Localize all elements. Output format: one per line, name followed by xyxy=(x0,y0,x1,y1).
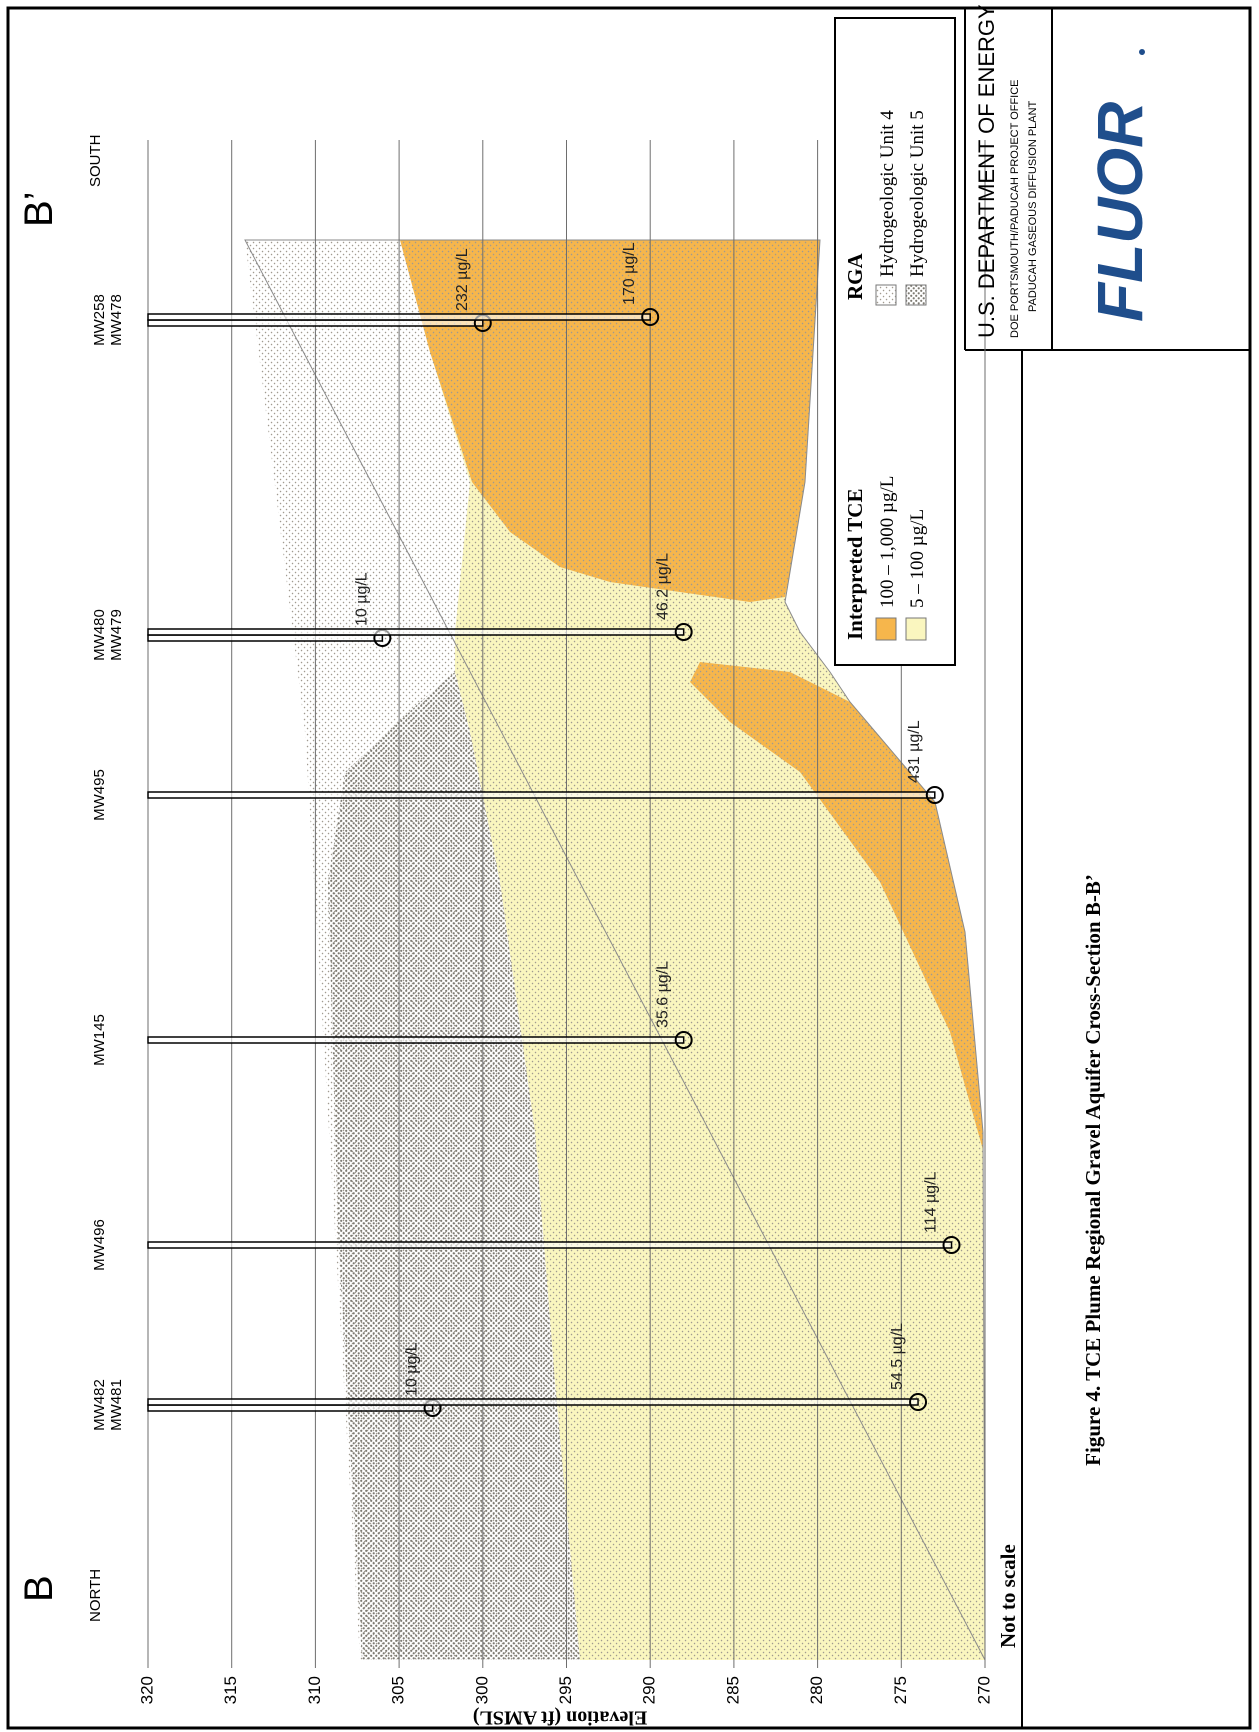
concentration-label: 114 µg/L xyxy=(923,1171,940,1233)
concentration-label: 232 µg/L xyxy=(454,248,471,311)
logo-mark xyxy=(1139,49,1145,55)
well-name: MW258 xyxy=(91,294,108,346)
section-direction: SOUTH xyxy=(87,135,104,188)
well-casing xyxy=(147,313,651,321)
concentration-label: 10 µg/L xyxy=(353,572,370,626)
frame xyxy=(6,6,1252,1730)
legend-title: RGA xyxy=(843,253,867,301)
concentration-label: 46.2 µg/L xyxy=(655,553,672,620)
plant: PADUCAH GASEOUS DIFFUSION PLANT xyxy=(1027,100,1039,312)
axis-title: Elevation (ft AMSL) xyxy=(473,1706,647,1728)
scale-note: Not to scale xyxy=(996,1544,1020,1648)
section-direction: NORTH xyxy=(87,1569,104,1622)
well-casing xyxy=(147,1398,919,1406)
figure-title: Figure 4. TCE Plume Regional Gravel Aqui… xyxy=(1081,874,1105,1466)
legend-item: Hydrogeologic Unit 4 xyxy=(877,110,898,277)
sample-point xyxy=(925,786,944,804)
sample-point xyxy=(674,1031,693,1049)
legend-swatch xyxy=(875,284,897,306)
cross-section xyxy=(244,239,986,1661)
section-label: B’ xyxy=(17,191,61,227)
y-tick-label: 305 xyxy=(389,1676,408,1704)
section-label: B xyxy=(17,1575,61,1602)
y-tick-label: 285 xyxy=(723,1676,742,1704)
rga-outline xyxy=(244,239,986,1661)
well-name: MW495 xyxy=(91,769,108,821)
agency: U.S. DEPARTMENT OF ENERGY xyxy=(974,4,999,338)
well-name: MW145 xyxy=(91,1014,108,1066)
sample-point xyxy=(942,1236,961,1254)
legend-item: 100 – 1,000 µg/L xyxy=(877,476,898,608)
logo: FLUOR xyxy=(1084,102,1156,322)
well-casing xyxy=(147,1036,685,1044)
concentration-label: 10 µg/L xyxy=(404,1342,421,1396)
grid: 320 315 310 305 300 295 290 285 280 275 270 xyxy=(137,140,993,1704)
y-tick-label: 300 xyxy=(472,1676,491,1704)
well-name: MW479 xyxy=(108,609,125,661)
legend-title: Interpreted TCE xyxy=(843,489,867,640)
concentration-label: 35.6 µg/L xyxy=(655,961,672,1028)
y-tick-label: 270 xyxy=(974,1676,993,1704)
legend-swatch xyxy=(905,284,927,306)
sample-point xyxy=(641,308,660,326)
sample-point xyxy=(674,623,693,641)
well-casing xyxy=(147,634,384,642)
office: DOE PORTSMOUTH/PADUCAH PROJECT OFFICE xyxy=(1009,79,1021,338)
well-casing xyxy=(147,791,936,799)
concentration-label: 54.5 µg/L xyxy=(889,1323,906,1390)
legend-swatch xyxy=(905,617,927,641)
legend-item: 5 – 100 µg/L xyxy=(907,509,928,608)
well-casing xyxy=(147,1404,434,1412)
y-tick-label: 275 xyxy=(891,1676,910,1704)
y-tick-label: 280 xyxy=(807,1676,826,1704)
legend-item: Hydrogeologic Unit 5 xyxy=(907,110,928,277)
well-casing xyxy=(147,628,685,636)
well-name: MW482 xyxy=(91,1379,108,1431)
y-tick-label: 310 xyxy=(305,1676,324,1704)
well-name: MW480 xyxy=(91,609,108,661)
well-name: MW478 xyxy=(108,294,125,346)
well-casing xyxy=(147,1241,953,1249)
landscape-page: 320 315 310 305 300 295 290 285 280 275 270 MW482 M… xyxy=(6,4,1252,1730)
well-name: MW481 xyxy=(108,1379,125,1431)
well-name: MW496 xyxy=(91,1219,108,1271)
y-tick-label: 320 xyxy=(137,1676,156,1704)
y-tick-label: 295 xyxy=(556,1676,575,1704)
legend-swatch xyxy=(875,617,897,641)
sample-point xyxy=(909,1393,928,1411)
concentration-label: 431 µg/L xyxy=(906,720,923,783)
y-tick-label: 315 xyxy=(221,1676,240,1704)
concentration-label: 170 µg/L xyxy=(621,242,638,305)
well-casing xyxy=(147,319,484,327)
wells: MW482 MW481 10 µg/L 54.5 µg/L MW496 114 µg/L M… xyxy=(91,242,961,1431)
y-tick-label: 290 xyxy=(640,1676,659,1704)
unit-5 xyxy=(328,672,580,1660)
legend xyxy=(834,17,956,666)
